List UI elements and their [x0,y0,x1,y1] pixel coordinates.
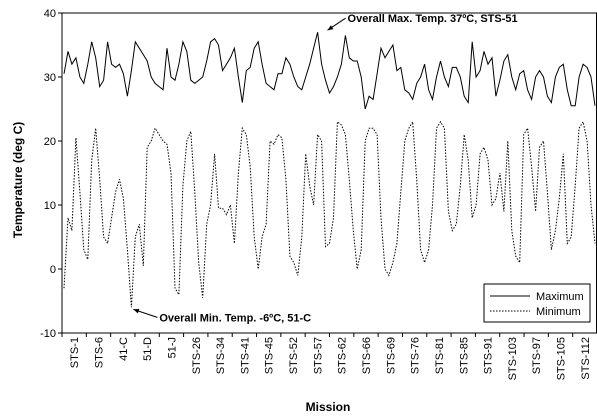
x-tick-label: STS-91 [483,337,495,374]
legend-box [483,283,591,323]
series-line-minimum [63,120,596,308]
x-tick-label: STS-62 [337,337,349,374]
x-tick-label: STS-105 [556,337,568,380]
x-tick-label: 51-J [166,337,178,358]
x-axis-label: Mission [306,400,351,414]
x-tick-label: STS-45 [264,337,276,374]
annotation-label: Overall Min. Temp. -6ºC, 51-C [159,312,311,324]
y-tick-label: 40 [44,8,56,20]
x-tick-label: STS-34 [215,337,227,374]
x-tick-label: STS-97 [531,337,543,374]
y-tick-label: -10 [40,328,56,340]
x-tick-label: STS-69 [385,337,397,374]
legend-label-maximum: Maximum [536,291,584,303]
x-tick-label: STS-81 [434,337,446,374]
x-tick-label: STS-66 [361,337,373,374]
y-axis-label: Temperature (deg C) [11,122,25,238]
x-tick-label: STS-103 [507,337,519,380]
y-tick-label: 0 [50,264,56,276]
x-tick-label: 51-D [142,337,154,361]
x-tick-label: STS-76 [410,337,422,374]
y-tick-label: 30 [44,72,56,84]
x-tick-label: STS-85 [458,337,470,374]
x-tick-label: STS-1 [69,337,81,368]
series-line-maximum [63,32,596,110]
x-tick-label: STS-52 [288,337,300,374]
x-tick-label: STS-6 [93,337,105,368]
annotation-label: Overall Max. Temp. 37ºC, STS-51 [348,13,518,25]
x-tick-label: STS-112 [580,337,592,380]
legend-label-minimum: Minimum [536,306,581,318]
x-tick-label: STS-41 [239,337,251,374]
x-tick-label: 41-C [118,337,130,361]
y-tick-label: 10 [44,200,56,212]
arrowhead [327,25,334,31]
x-tick-label: STS-26 [191,337,203,374]
x-tick-label: STS-57 [312,337,324,374]
y-tick-label: 20 [44,136,56,148]
arrowhead [133,308,140,314]
